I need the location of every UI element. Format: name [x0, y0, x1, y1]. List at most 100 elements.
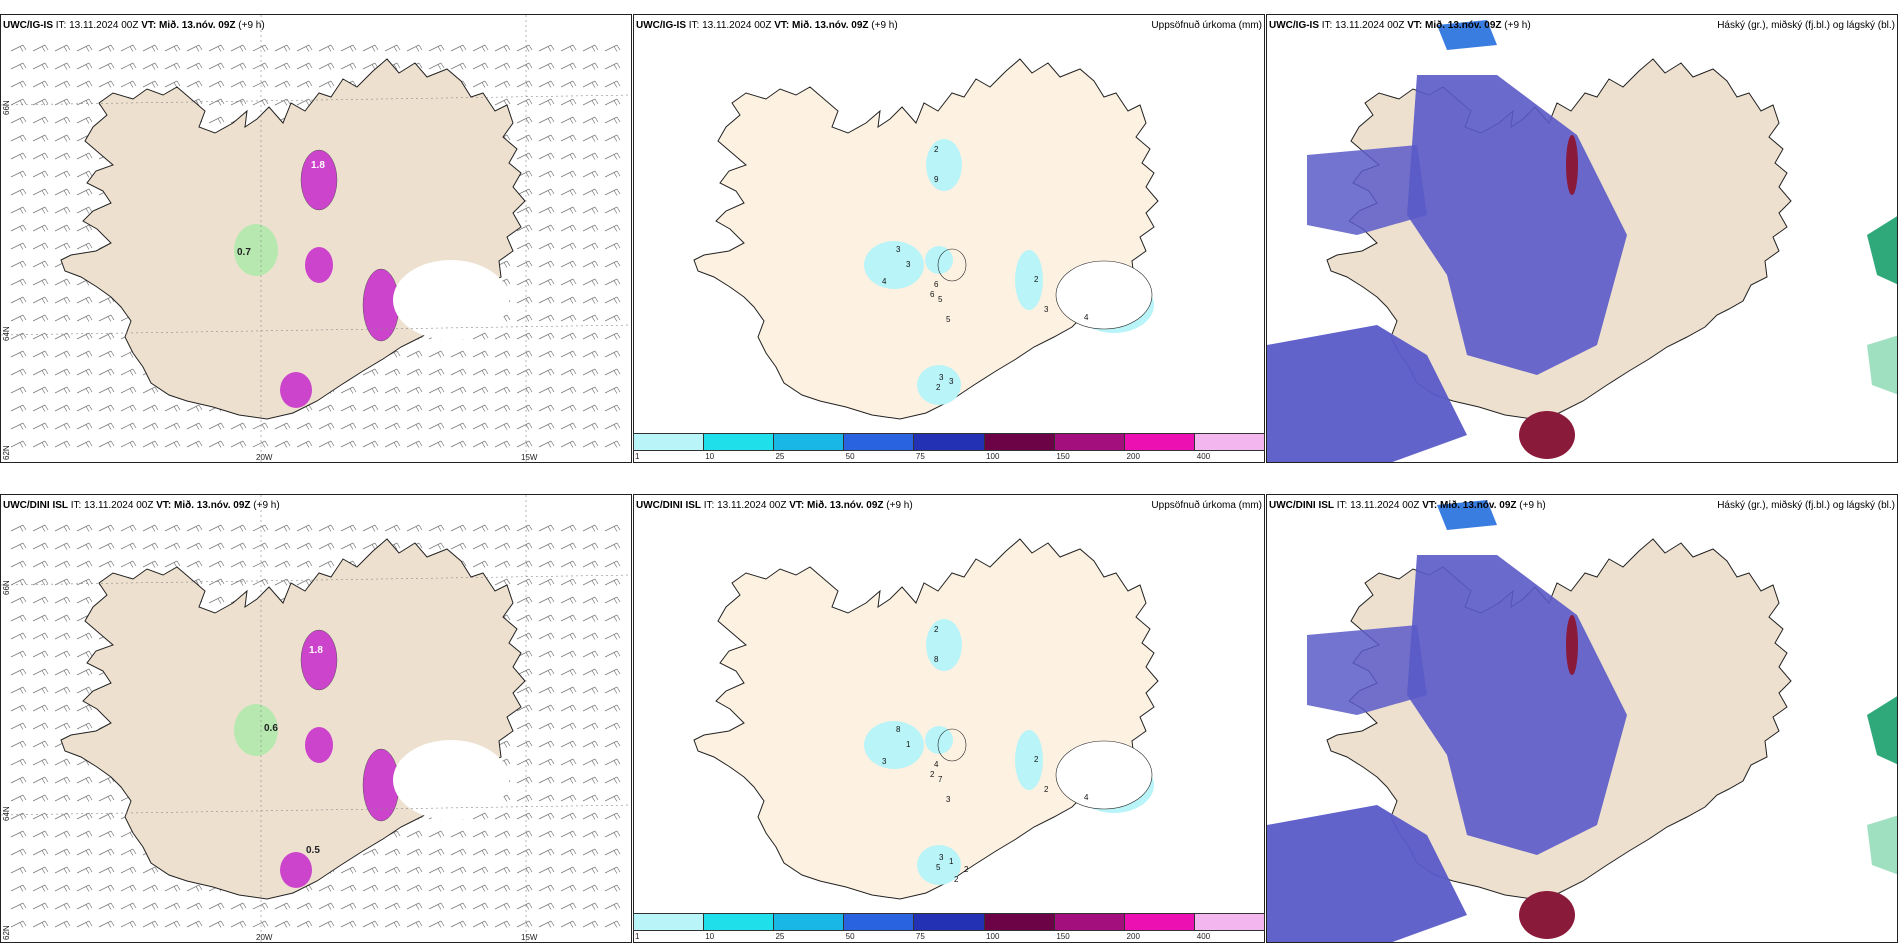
- wind-barb: [274, 44, 291, 52]
- panel-cloud-row2: UWC/DINI ISL IT: 13.11.2024 00Z VT: Mið.…: [1266, 494, 1898, 943]
- iceland-land: [693, 538, 1159, 900]
- wind-barb: [10, 314, 27, 322]
- graticule: [1, 495, 631, 942]
- wind-barb: [538, 296, 555, 304]
- precip-features: [864, 139, 1154, 405]
- wind-barb: [406, 902, 423, 910]
- wind-barb: [208, 440, 225, 448]
- wind-barb: [560, 704, 577, 712]
- wind-barb: [98, 80, 115, 88]
- precip-value-label: 2: [936, 383, 941, 392]
- colorbar-swatch: [774, 914, 845, 930]
- precip-value-label: 5: [936, 863, 941, 872]
- wind-barb: [582, 524, 599, 532]
- wind-barb: [252, 422, 269, 430]
- wind-barb: [472, 830, 489, 838]
- colorbar-tick-label: 10: [705, 932, 715, 941]
- wind-barb: [98, 386, 115, 394]
- wind-barb: [208, 524, 225, 532]
- wind-barb: [582, 560, 599, 568]
- wind-barb: [362, 524, 379, 532]
- wind-barb: [54, 722, 71, 730]
- wind-barb: [560, 386, 577, 394]
- wind-barb: [318, 524, 335, 532]
- precip-title: Uppsöfnuð úrkoma (mm): [1151, 500, 1262, 511]
- wind-barb: [472, 848, 489, 856]
- wind-barb: [472, 350, 489, 358]
- wind-barb: [428, 848, 445, 856]
- wind-barb: [208, 578, 225, 586]
- wind-barb: [340, 920, 357, 928]
- wind-barb: [494, 812, 511, 820]
- wind-barb: [604, 650, 621, 658]
- wind-barb: [582, 44, 599, 52]
- wind-barb: [538, 386, 555, 394]
- wind-barb: [54, 134, 71, 142]
- wind-barb: [54, 866, 71, 874]
- wind-barb: [450, 542, 467, 550]
- wind-barb: [54, 296, 71, 304]
- wind-barb: [494, 404, 511, 412]
- wind-barb: [340, 386, 357, 394]
- wind-barb: [472, 368, 489, 376]
- panel-precip-row2: UWC/DINI ISL IT: 13.11.2024 00Z VT: Mið.…: [633, 494, 1265, 943]
- wind-barb: [560, 134, 577, 142]
- wind-barb: [384, 422, 401, 430]
- wind-barb: [208, 62, 225, 70]
- wind-barb: [230, 902, 247, 910]
- wind-barb: [604, 278, 621, 286]
- wind-barb: [516, 368, 533, 376]
- wind-barb: [252, 560, 269, 568]
- wind-barb: [494, 560, 511, 568]
- wind-barb: [516, 242, 533, 250]
- wind-barb: [54, 884, 71, 892]
- wind-barb: [32, 170, 49, 178]
- wind-label: 0.6: [264, 723, 278, 734]
- wind-barb: [538, 404, 555, 412]
- wind-barb: [494, 866, 511, 874]
- wind-barb: [538, 848, 555, 856]
- green-patch: [1867, 815, 1897, 875]
- wind-barb: [32, 884, 49, 892]
- wind-barb: [340, 62, 357, 70]
- wind-barb: [120, 866, 137, 874]
- wind-barb: [516, 848, 533, 856]
- clear-area: [393, 740, 509, 820]
- wind-barb: [76, 206, 93, 214]
- wind-barb: [560, 80, 577, 88]
- wind-barb: [604, 884, 621, 892]
- wind-barb: [582, 866, 599, 874]
- wind-barb: [560, 650, 577, 658]
- wind-barb: [516, 722, 533, 730]
- wind-barb: [54, 80, 71, 88]
- wind-barb: [362, 848, 379, 856]
- wind-barb: [406, 422, 423, 430]
- wind-barb: [450, 920, 467, 928]
- wind-barb: [98, 920, 115, 928]
- wind-barb: [318, 80, 335, 88]
- wind-barb: [516, 260, 533, 268]
- lon-label: 15W: [521, 933, 538, 942]
- wind-barb: [582, 296, 599, 304]
- wind-barb: [538, 920, 555, 928]
- wind-barb: [582, 650, 599, 658]
- wind-barb: [362, 902, 379, 910]
- wind-barb: [230, 98, 247, 106]
- wind-barb: [428, 350, 445, 358]
- wind-barb: [582, 422, 599, 430]
- green-patch: [1867, 335, 1897, 395]
- wind-barb: [10, 596, 27, 604]
- precip-value-label: 3: [939, 373, 944, 382]
- wind-barb: [538, 278, 555, 286]
- wind-barb: [494, 524, 511, 532]
- wind-barb: [406, 884, 423, 892]
- wind-barb: [516, 740, 533, 748]
- wind-barb: [538, 758, 555, 766]
- mid-cloud: [1437, 500, 1497, 530]
- colorbar-swatch: [844, 434, 915, 450]
- colorbar-tick-label: 10: [705, 452, 715, 461]
- wind-barb: [186, 404, 203, 412]
- colorbar-tick-label: 100: [986, 452, 1000, 461]
- wind-barb: [604, 524, 621, 532]
- wind-barb: [10, 668, 27, 676]
